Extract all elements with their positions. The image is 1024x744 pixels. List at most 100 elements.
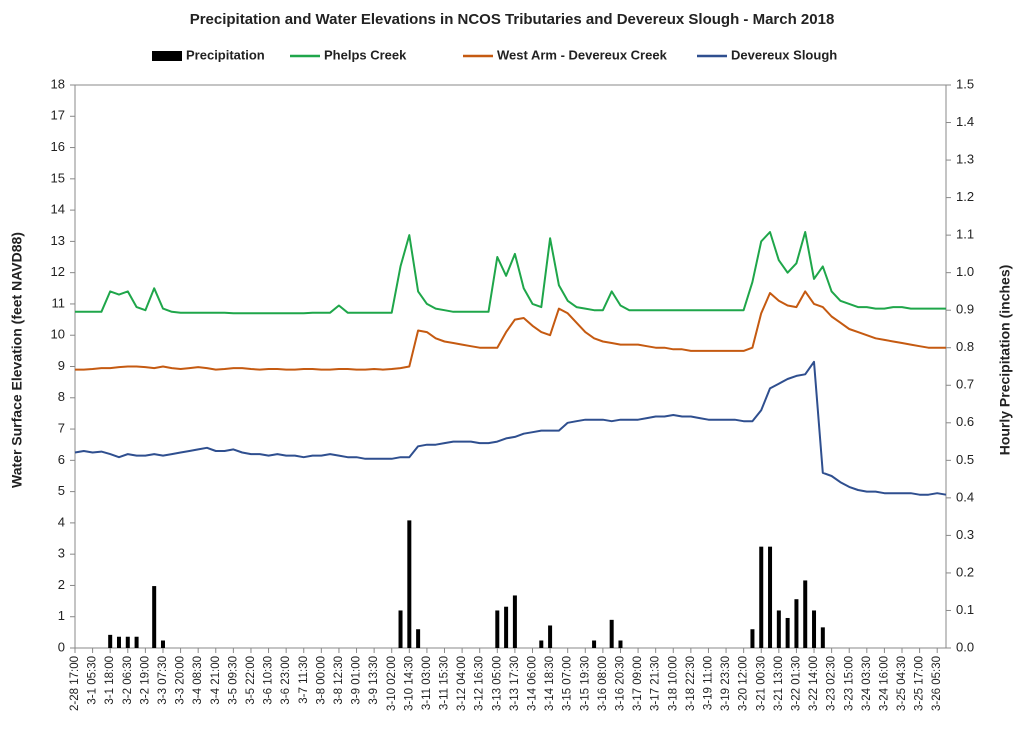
y2-tick-label: 0.8: [956, 339, 974, 354]
y2-tick-label: 1.0: [956, 264, 974, 279]
x-tick-label: 3-11 03:00: [421, 656, 433, 710]
y2-tick-label: 0.5: [956, 452, 974, 467]
y2-tick-label: 1.5: [956, 76, 974, 91]
y-tick-label: 3: [58, 546, 65, 561]
y2-tick-label: 0.7: [956, 377, 974, 392]
x-tick-label: 3-23 02:30: [826, 656, 838, 711]
x-tick-label: 3-10 14:30: [403, 656, 415, 711]
series-line: [75, 231, 946, 315]
x-tick-label: 3-21 00:30: [755, 656, 767, 711]
y2-tick-label: 0.9: [956, 302, 974, 317]
series-line: [74, 360, 947, 496]
y-tick-label: 15: [51, 170, 65, 185]
y-tick-label: 12: [51, 264, 65, 279]
precip-bar: [539, 640, 544, 648]
x-tick-label: 3-8 12:30: [333, 656, 345, 705]
x-tick-label: 3-25 04:30: [896, 656, 908, 711]
x-tick-label: 3-3 20:00: [175, 656, 187, 705]
legend-label: Phelps Creek: [324, 47, 407, 62]
x-tick-label: 3-9 13:30: [368, 656, 380, 705]
y-tick-label: 1: [58, 608, 65, 623]
precip-bar: [160, 640, 165, 648]
y-tick-label: 5: [58, 483, 65, 498]
x-tick-label: 3-17 09:00: [632, 656, 644, 711]
precip-bar: [768, 546, 773, 648]
precip-bar: [416, 629, 421, 648]
x-tick-label: 3-13 05:00: [491, 656, 503, 711]
precip-bar: [759, 546, 764, 648]
series-line: [75, 290, 946, 371]
precip-bar: [495, 610, 500, 648]
x-tick-label: 3-3 07:30: [157, 656, 169, 705]
precip-bar: [125, 636, 130, 648]
precip-bar: [116, 636, 121, 648]
x-tick-label: 3-24 16:00: [878, 656, 890, 711]
precip-bar: [618, 640, 623, 648]
x-tick-label: 3-22 01:30: [790, 656, 802, 711]
x-tick-label: 3-18 22:30: [685, 656, 697, 711]
legend-label: West Arm - Devereux Creek: [497, 47, 668, 62]
x-tick-label: 3-26 05:30: [931, 656, 943, 711]
y-tick-label: 0: [58, 639, 65, 654]
x-tick-label: 3-19 11:00: [702, 656, 714, 710]
x-tick-label: 3-10 02:00: [386, 656, 398, 711]
x-tick-label: 3-2 06:30: [122, 656, 134, 705]
x-tick-label: 3-1 18:00: [104, 656, 116, 705]
y-tick-label: 8: [58, 389, 65, 404]
y2-tick-label: 1.3: [956, 152, 974, 167]
x-tick-label: 3-15 07:00: [562, 656, 574, 711]
legend-label: Precipitation: [186, 47, 265, 62]
y2-tick-label: 1.4: [956, 114, 974, 129]
y-tick-label: 10: [51, 327, 65, 342]
y-tick-label: 4: [58, 514, 65, 529]
x-tick-label: 3-23 15:00: [843, 656, 855, 711]
precip-bar: [504, 606, 509, 648]
precip-bar: [398, 610, 403, 648]
x-tick-label: 3-17 21:30: [650, 656, 662, 711]
x-tick-label: 3-24 03:30: [861, 656, 873, 711]
y-tick-label: 11: [52, 295, 66, 310]
x-tick-label: 3-16 20:30: [615, 656, 627, 711]
y-axis-title: Water Surface Elevation (feet NAVD88): [9, 232, 25, 488]
precip-bar: [776, 610, 781, 648]
y2-tick-label: 1.2: [956, 189, 974, 204]
chart-title: Precipitation and Water Elevations in NC…: [190, 11, 835, 28]
x-tick-label: 3-12 04:00: [456, 656, 468, 711]
y2-tick-label: 0.3: [956, 527, 974, 542]
y2-tick-label: 0.6: [956, 414, 974, 429]
y-tick-label: 18: [51, 76, 65, 91]
y-tick-label: 17: [51, 108, 65, 123]
y2-axis-title: Hourly Precipitation (inches): [997, 265, 1013, 456]
precip-bar: [750, 629, 755, 648]
precip-bar: [609, 619, 614, 648]
precip-bar: [812, 610, 817, 648]
x-tick-label: 3-15 19:30: [579, 656, 591, 711]
y-tick-label: 2: [58, 577, 65, 592]
precip-bar: [820, 627, 825, 648]
x-tick-label: 3-8 00:00: [315, 656, 327, 705]
precip-bar: [803, 580, 808, 648]
precip-bar: [592, 640, 597, 648]
x-tick-label: 3-22 14:00: [808, 656, 820, 711]
x-tick-label: 3-25 17:00: [914, 656, 926, 711]
y2-tick-label: 0.4: [956, 489, 974, 504]
x-tick-label: 3-14 06:00: [527, 656, 539, 711]
x-tick-label: 3-5 09:30: [227, 656, 239, 705]
x-tick-label: 3-21 13:00: [773, 656, 785, 711]
x-tick-label: 3-5 22:00: [245, 656, 257, 705]
y-tick-label: 14: [51, 202, 65, 217]
precip-bar: [134, 636, 139, 648]
y-tick-label: 16: [51, 139, 65, 154]
x-tick-label: 3-14 18:30: [544, 656, 556, 711]
x-tick-label: 3-19 23:30: [720, 656, 732, 711]
y-tick-label: 7: [58, 420, 65, 435]
y2-tick-label: 0.2: [956, 564, 974, 579]
y-tick-label: 9: [58, 358, 65, 373]
precip-bar: [108, 634, 113, 648]
x-tick-label: 3-18 10:00: [667, 656, 679, 711]
x-tick-label: 3-20 12:00: [738, 656, 750, 711]
precip-bar: [152, 586, 157, 648]
x-tick-label: 3-2 19:00: [139, 656, 151, 705]
y2-tick-label: 0.0: [956, 639, 974, 654]
x-tick-label: 3-4 08:30: [192, 656, 204, 705]
